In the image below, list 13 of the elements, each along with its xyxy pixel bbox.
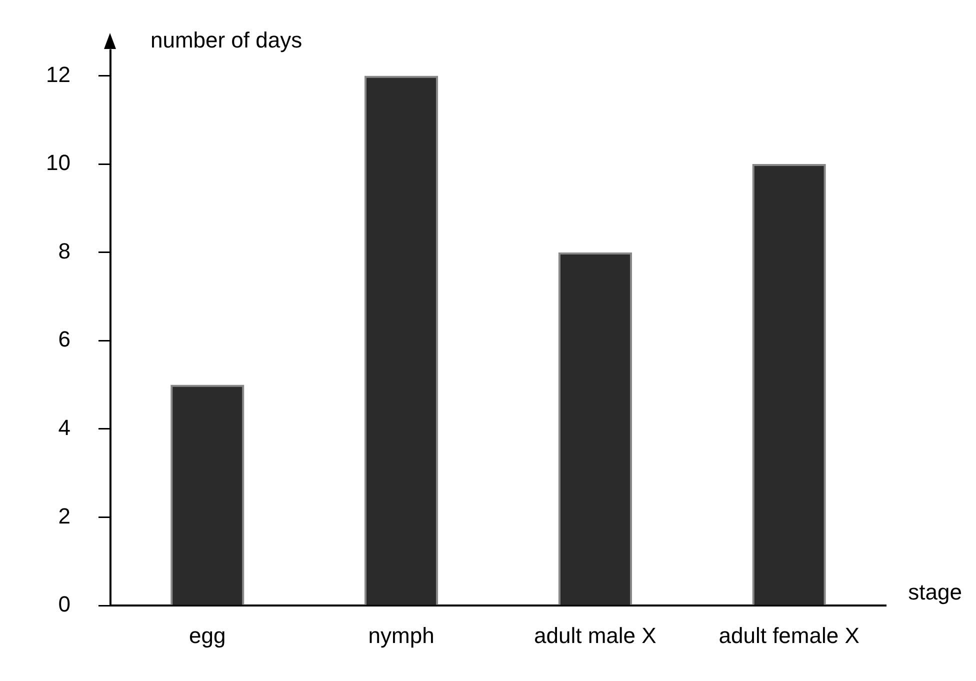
x-tick-label: adult male X (534, 622, 657, 648)
y-tick-label: 12 (46, 62, 70, 87)
x-tick-label: adult female X (718, 622, 860, 648)
x-tick-label: nymph (368, 622, 434, 648)
y-tick-label: 6 (58, 326, 70, 352)
y-tick-label: 0 (58, 592, 70, 617)
x-tick-label: egg (189, 622, 226, 648)
y-tick-label: 4 (58, 415, 70, 440)
y-axis-title: number of days (150, 27, 302, 52)
x-axis-title: stage (908, 580, 962, 605)
y-tick-label: 10 (46, 150, 70, 176)
y-tick-label: 2 (58, 503, 70, 528)
y-tick-label: 8 (58, 238, 70, 264)
